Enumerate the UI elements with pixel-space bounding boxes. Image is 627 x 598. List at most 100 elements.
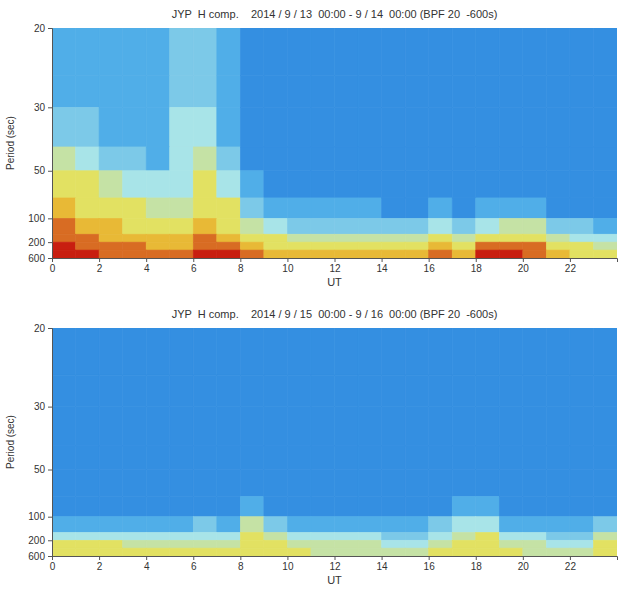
tick-label: 18: [471, 561, 483, 572]
heatmap-cell: [123, 407, 147, 446]
tick-label: 16: [424, 263, 436, 274]
heatmap-cell: [146, 250, 170, 258]
heatmap-cell: [311, 218, 335, 234]
heatmap-cell: [335, 548, 359, 556]
heatmap-cell: [429, 328, 453, 375]
heatmap-cell: [287, 218, 311, 234]
tick-mark: [193, 556, 194, 560]
heatmap-cell: [452, 76, 476, 108]
tick: 0: [50, 556, 56, 572]
heatmap-cell: [429, 532, 453, 540]
heatmap-cell: [99, 198, 123, 218]
heatmap-cell: [123, 107, 147, 147]
heatmap-cell: [52, 375, 76, 406]
heatmap-cell: [546, 242, 570, 250]
heatmap-cell: [170, 517, 194, 533]
tick: 12: [329, 258, 341, 274]
heatmap-cell: [570, 107, 594, 147]
heatmap-cell: [429, 76, 453, 108]
heatmap-cell: [523, 76, 547, 108]
tick: 8: [238, 258, 244, 274]
heatmap-cell: [335, 107, 359, 147]
heatmap-cell: [123, 76, 147, 108]
heatmap-cell: [452, 517, 476, 533]
heatmap-cell: [476, 517, 500, 533]
chart-root: 0246810121416182022203050100200600JYP H …: [0, 0, 627, 598]
heatmap-cell: [546, 470, 570, 497]
heatmap-cell: [335, 198, 359, 218]
panel: 0246810121416182022203050100200600JYP H …: [5, 308, 618, 586]
heatmap-cell: [123, 218, 147, 234]
heatmap-cell: [499, 517, 523, 533]
tick: 100: [28, 511, 52, 522]
heatmap-cell: [382, 242, 406, 250]
heatmap-cell: [452, 198, 476, 218]
heatmap-cell: [170, 28, 194, 76]
heatmap-cell: [405, 517, 429, 533]
heatmap-cell: [593, 250, 617, 258]
heatmap-cell: [311, 496, 335, 516]
heatmap-cell: [593, 218, 617, 234]
heatmap-cell: [146, 375, 170, 406]
heatmap-cell: [311, 446, 335, 470]
heatmap-cell: [593, 540, 617, 548]
x-axis: 0246810121416182022: [50, 258, 618, 274]
heatmap-cell: [76, 76, 100, 108]
heatmap-cell: [452, 107, 476, 147]
heatmap-cell: [405, 496, 429, 516]
heatmap-cell: [123, 242, 147, 250]
heatmap-cell: [99, 517, 123, 533]
tick: 20: [518, 258, 530, 274]
heatmap-cell: [405, 198, 429, 218]
heatmap-cell: [382, 375, 406, 406]
heatmap-cell: [287, 234, 311, 242]
heatmap-cell: [358, 407, 382, 446]
heatmap-cell: [264, 147, 288, 171]
heatmap-cell: [546, 28, 570, 76]
heatmap-cell: [405, 234, 429, 242]
heatmap-cell: [193, 198, 217, 218]
tick-label: 50: [34, 464, 46, 475]
heatmap-cell: [593, 28, 617, 76]
heatmap-cell: [382, 250, 406, 258]
tick-mark: [99, 556, 100, 560]
heatmap-cell: [335, 242, 359, 250]
axis-line: [53, 557, 618, 561]
heatmap-cell: [311, 328, 335, 375]
heatmap-cell: [499, 407, 523, 446]
heatmap-cell: [146, 242, 170, 250]
heatmap-cell: [240, 517, 264, 533]
heatmap-cell: [382, 198, 406, 218]
heatmap-cell: [499, 107, 523, 147]
heatmap-cell: [570, 328, 594, 375]
heatmap-cell: [429, 171, 453, 198]
heatmap-cell: [217, 375, 241, 406]
heatmap-cell: [546, 517, 570, 533]
tick-label: 30: [34, 401, 46, 412]
heatmap-cell: [193, 446, 217, 470]
heatmap-cell: [570, 242, 594, 250]
heatmap-cell: [146, 446, 170, 470]
heatmap-cell: [123, 470, 147, 497]
heatmap-cell: [405, 218, 429, 234]
heatmap-cell: [358, 496, 382, 516]
heatmap-cell: [546, 250, 570, 258]
heatmap-cell: [546, 375, 570, 406]
heatmap-cell: [287, 496, 311, 516]
tick-label: 8: [238, 561, 244, 572]
heatmap-cell: [264, 540, 288, 548]
heatmap-cell: [593, 328, 617, 375]
heatmap-cell: [123, 540, 147, 548]
tick: 600: [28, 551, 52, 562]
heatmap-cell: [546, 407, 570, 446]
tick: 20: [34, 23, 52, 34]
heatmap-cell: [146, 540, 170, 548]
heatmap-cell: [287, 76, 311, 108]
heatmap-cell: [476, 147, 500, 171]
heatmap-cell: [570, 532, 594, 540]
heatmap-cell: [335, 234, 359, 242]
heatmap-cell: [593, 470, 617, 497]
heatmap-cell: [76, 548, 100, 556]
heatmap-cell: [452, 407, 476, 446]
heatmap-cell: [570, 517, 594, 533]
